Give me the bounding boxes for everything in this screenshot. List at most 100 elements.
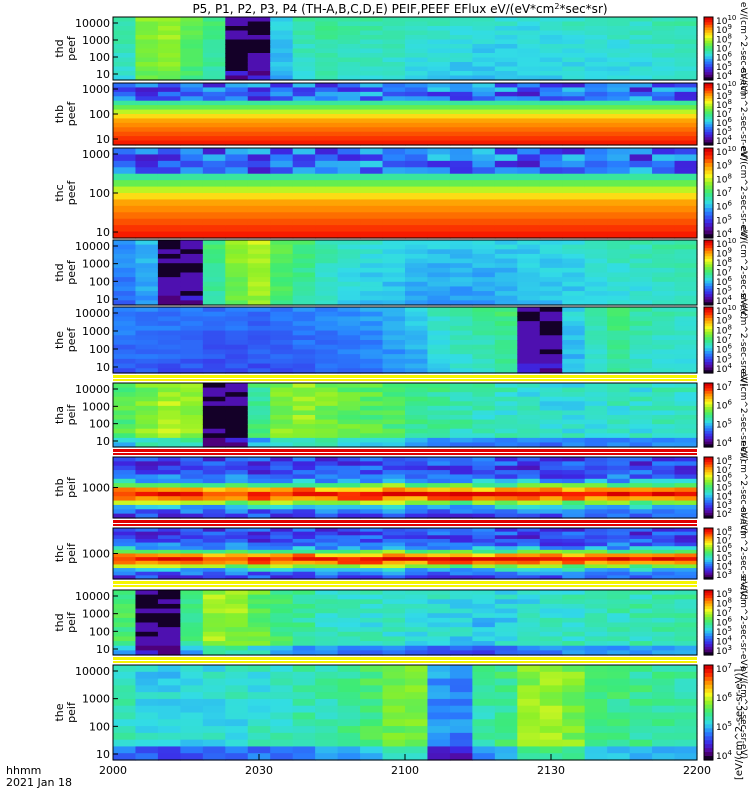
heatmap-cell xyxy=(247,599,271,605)
heatmap-cell xyxy=(337,267,361,274)
heatmap-cell xyxy=(113,424,137,430)
colorbar-step xyxy=(704,507,713,511)
heatmap-cell xyxy=(517,531,541,536)
heatmap-cell xyxy=(247,109,271,115)
heatmap-cell xyxy=(270,122,294,128)
heatmap-cell xyxy=(337,641,361,647)
heatmap-cell xyxy=(449,491,473,497)
heatmap-cell xyxy=(539,277,563,283)
heatmap-cell xyxy=(494,205,518,213)
heatmap-cell xyxy=(180,461,204,467)
heatmap-cell xyxy=(629,487,653,493)
colorbar-tick-label: 108 xyxy=(716,323,732,336)
heatmap-cell xyxy=(427,549,451,555)
heatmap-cell xyxy=(674,594,698,600)
heatmap-cell xyxy=(517,428,541,434)
heatmap-cell xyxy=(517,419,541,425)
heatmap-cell xyxy=(202,122,226,128)
heatmap-cell xyxy=(180,491,204,497)
heatmap-cell xyxy=(539,622,563,628)
heatmap-cell xyxy=(517,594,541,600)
heatmap-cell xyxy=(674,433,698,439)
heatmap-cell xyxy=(629,154,653,162)
heatmap-cell xyxy=(315,35,339,41)
heatmap-cell xyxy=(135,154,159,162)
heatmap-cell xyxy=(247,698,271,707)
heatmap-cell xyxy=(180,26,204,32)
heatmap-cell xyxy=(247,295,271,301)
heatmap-cell xyxy=(135,428,159,434)
heatmap-cell xyxy=(427,753,451,761)
heatmap-cell xyxy=(382,148,406,156)
heatmap-cell xyxy=(449,627,473,633)
heatmap-cell xyxy=(113,253,137,260)
heatmap-cell xyxy=(652,244,676,250)
heatmap-cell xyxy=(360,546,384,551)
heatmap-cell xyxy=(135,560,159,566)
heatmap-cell xyxy=(517,281,541,288)
heatmap-cell xyxy=(270,368,294,374)
heatmap-cell xyxy=(427,354,451,360)
heatmap-cell xyxy=(652,726,676,734)
colorbar-tick-label: 108 xyxy=(716,525,732,538)
y-tick-label: 10 xyxy=(96,435,110,448)
heatmap-cell xyxy=(247,553,271,558)
heatmap-cell xyxy=(180,118,204,124)
heatmap-cell xyxy=(674,231,698,239)
y-tick-label: 100 xyxy=(89,275,110,288)
heatmap-cell xyxy=(180,433,204,439)
heatmap-cell xyxy=(405,109,429,115)
heatmap-cell xyxy=(584,678,608,686)
heatmap-cell xyxy=(382,461,406,467)
heatmap-cell xyxy=(449,698,473,707)
colorbar-step xyxy=(704,572,713,576)
heatmap-cell xyxy=(225,91,249,97)
heatmap-cell xyxy=(180,437,204,444)
heatmap-cell xyxy=(472,363,496,369)
heatmap-cell xyxy=(360,26,384,32)
heatmap-cell xyxy=(405,71,429,77)
heatmap-cell xyxy=(360,96,384,102)
heatmap-cell xyxy=(337,603,361,610)
heatmap-cell xyxy=(360,231,384,239)
colorbar-step xyxy=(704,345,713,349)
heatmap-cell xyxy=(494,531,518,536)
heatmap-cell xyxy=(225,122,249,128)
heatmap-cell xyxy=(360,21,384,27)
heatmap-cell xyxy=(584,496,608,502)
heatmap-cell xyxy=(247,39,271,45)
colorbar-tick-label: 106 xyxy=(716,542,732,555)
colorbar-step xyxy=(704,412,713,416)
heatmap-cell xyxy=(449,83,473,89)
heatmap-cell xyxy=(562,410,586,416)
heatmap-cell xyxy=(517,263,541,269)
heatmap-cell xyxy=(135,410,159,416)
heatmap-cell xyxy=(517,671,541,680)
heatmap-cell xyxy=(382,470,406,476)
heatmap-cell xyxy=(674,160,698,168)
heatmap-cell xyxy=(629,354,653,360)
heatmap-cell xyxy=(652,212,676,220)
heatmap-cell xyxy=(539,504,563,510)
colorbar-step xyxy=(704,431,713,435)
heatmap-cell xyxy=(360,424,384,430)
heatmap-cell xyxy=(157,35,181,41)
heatmap-cell xyxy=(629,603,653,610)
heatmap-cell xyxy=(360,53,384,59)
heatmap-cell xyxy=(360,212,384,220)
heatmap-cell xyxy=(292,698,316,707)
heatmap-cell xyxy=(337,726,361,734)
colorbar-step xyxy=(704,124,713,128)
colorbar-step xyxy=(704,409,713,413)
colorbar-step xyxy=(704,459,713,463)
panel-separator-strip xyxy=(113,661,697,663)
heatmap-cell xyxy=(202,613,226,619)
heatmap-cell xyxy=(472,62,496,68)
heatmap-cell xyxy=(539,311,563,318)
heatmap-cell xyxy=(539,131,563,137)
heatmap-cell xyxy=(382,433,406,439)
heatmap-cell xyxy=(247,186,271,194)
